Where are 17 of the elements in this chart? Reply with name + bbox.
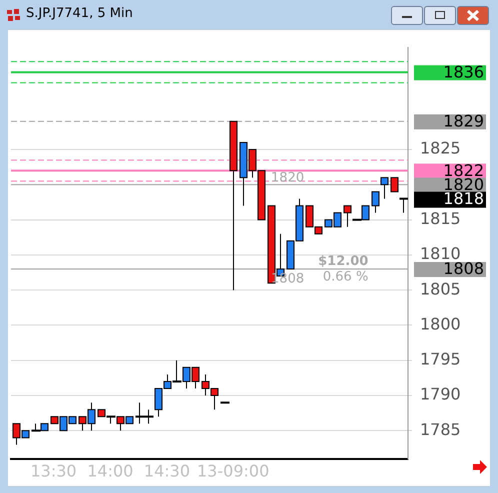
x-tick-label: 14:00 [87, 462, 134, 481]
y-tick-label: 1785 [420, 420, 461, 439]
y-tick-label: 1825 [420, 138, 461, 158]
ref-line-label: 1836 [443, 62, 484, 82]
ref-line-label: 1829 [443, 112, 484, 131]
chart-title: S.JP.J7741, 5 Min [26, 6, 133, 21]
candlestick [400, 198, 408, 214]
y-tick-label: 1805 [420, 279, 461, 298]
y-tick-label: 1800 [420, 314, 461, 334]
y-tick-label: 1815 [420, 208, 461, 228]
x-tick-label: 14:30 [144, 462, 190, 481]
annotation: $12.00 [318, 254, 368, 269]
x-tick-label: 13-09:00 [197, 462, 270, 481]
y-tick-label: 1795 [420, 350, 461, 369]
y-tick-label: 1790 [420, 384, 461, 404]
x-tick-label: 13:30 [30, 462, 77, 481]
annotation: 0.66 % [322, 269, 368, 284]
